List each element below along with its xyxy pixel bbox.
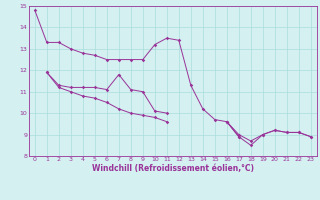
X-axis label: Windchill (Refroidissement éolien,°C): Windchill (Refroidissement éolien,°C) [92,164,254,173]
